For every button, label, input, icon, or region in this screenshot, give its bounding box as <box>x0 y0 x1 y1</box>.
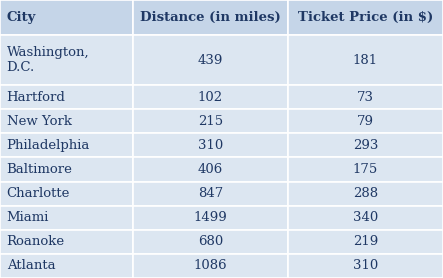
Bar <box>0 254 133 278</box>
Text: Ticket Price (in $): Ticket Price (in $) <box>298 11 433 24</box>
Text: 439: 439 <box>198 53 223 66</box>
Text: 847: 847 <box>198 187 223 200</box>
Text: Baltimore: Baltimore <box>7 163 73 176</box>
Bar <box>133 230 288 254</box>
Bar <box>288 182 443 206</box>
Bar <box>133 206 288 230</box>
Text: Philadelphia: Philadelphia <box>7 139 90 152</box>
Bar <box>133 109 288 133</box>
Text: 310: 310 <box>198 139 223 152</box>
Bar <box>288 254 443 278</box>
Text: 406: 406 <box>198 163 223 176</box>
Bar <box>288 0 443 35</box>
Bar <box>288 230 443 254</box>
Bar <box>133 254 288 278</box>
Text: 79: 79 <box>357 115 374 128</box>
Text: Washington,
D.C.: Washington, D.C. <box>7 46 89 74</box>
Bar <box>288 133 443 157</box>
Bar <box>0 206 133 230</box>
Bar <box>288 85 443 109</box>
Bar <box>133 0 288 35</box>
Bar <box>0 0 133 35</box>
Text: 73: 73 <box>357 91 374 104</box>
Text: 288: 288 <box>353 187 378 200</box>
Bar <box>288 35 443 85</box>
Text: New York: New York <box>7 115 72 128</box>
Bar <box>133 157 288 182</box>
Bar <box>133 133 288 157</box>
Text: 293: 293 <box>353 139 378 152</box>
Text: 102: 102 <box>198 91 223 104</box>
Text: 215: 215 <box>198 115 223 128</box>
Text: 181: 181 <box>353 53 378 66</box>
Text: City: City <box>7 11 36 24</box>
Bar <box>288 157 443 182</box>
Bar <box>288 109 443 133</box>
Bar <box>133 35 288 85</box>
Text: Hartford: Hartford <box>7 91 66 104</box>
Text: Charlotte: Charlotte <box>7 187 70 200</box>
Bar <box>0 133 133 157</box>
Bar <box>0 182 133 206</box>
Text: 1086: 1086 <box>194 259 227 272</box>
Bar <box>133 182 288 206</box>
Bar <box>0 230 133 254</box>
Text: Miami: Miami <box>7 211 49 224</box>
Bar <box>0 85 133 109</box>
Text: 680: 680 <box>198 235 223 248</box>
Bar <box>0 157 133 182</box>
Text: 175: 175 <box>353 163 378 176</box>
Text: 310: 310 <box>353 259 378 272</box>
Text: 340: 340 <box>353 211 378 224</box>
Text: Roanoke: Roanoke <box>7 235 65 248</box>
Bar <box>288 206 443 230</box>
Bar <box>0 109 133 133</box>
Text: 219: 219 <box>353 235 378 248</box>
Bar <box>133 85 288 109</box>
Text: Atlanta: Atlanta <box>7 259 55 272</box>
Bar <box>0 35 133 85</box>
Text: 1499: 1499 <box>194 211 227 224</box>
Text: Distance (in miles): Distance (in miles) <box>140 11 281 24</box>
